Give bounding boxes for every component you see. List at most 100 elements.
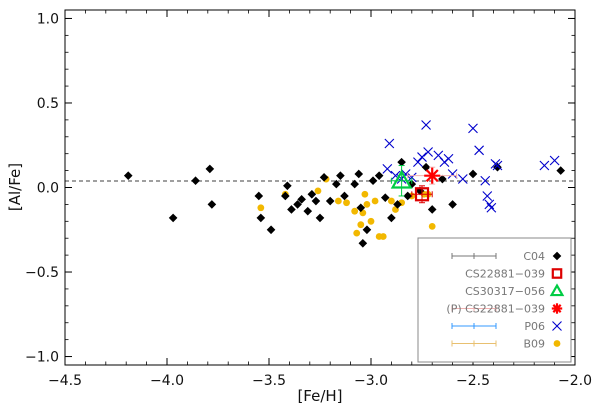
point-b09: [334, 197, 342, 205]
x-tick-label: −3.0: [354, 373, 388, 389]
y-tick-label: 1.0: [37, 11, 59, 27]
point-c04: [287, 205, 296, 214]
point-b09: [388, 197, 395, 205]
point-b09: [363, 201, 371, 208]
point-c04: [315, 213, 325, 223]
legend-marker: [552, 321, 562, 331]
point-c04: [207, 200, 217, 209]
point-c04: [254, 191, 264, 201]
legend-row: B09: [451, 338, 561, 351]
point-b09: [351, 207, 359, 215]
point-p06: [480, 175, 491, 186]
point-c04: [556, 166, 566, 175]
point-c04: [350, 179, 359, 189]
point-p06: [539, 160, 550, 171]
point-c04: [325, 196, 335, 206]
legend-marker: [552, 251, 562, 261]
point-c04: [354, 169, 364, 179]
x-axis-ticks: −4.5 −4.0 −3.5 −3.0 −2.5 −2.0: [48, 10, 592, 389]
point-c04: [332, 179, 341, 189]
point-p06: [382, 164, 393, 174]
point-c04: [368, 176, 378, 186]
point-b09: [343, 199, 350, 207]
legend-marker: [549, 283, 565, 297]
point-p06: [423, 147, 434, 157]
legend-row: C04: [451, 250, 562, 263]
point-cs30317-056: [390, 169, 413, 189]
point-c04: [374, 171, 384, 180]
point-b09: [353, 229, 361, 237]
legend-errorbar: [451, 340, 497, 347]
point-c04: [266, 225, 276, 235]
legend-errorbar: [451, 305, 497, 312]
point-c04: [358, 238, 368, 248]
point-c04: [403, 191, 413, 201]
point-p06: [484, 199, 495, 210]
point-c04: [336, 171, 345, 180]
legend-row: CS22881−039: [465, 268, 563, 281]
point-b09: [314, 187, 322, 195]
point-p06: [413, 157, 423, 168]
point-c04: [387, 213, 396, 223]
point-c04: [427, 205, 437, 214]
x-tick-label: −3.5: [252, 373, 286, 389]
point-c04: [307, 189, 317, 199]
y-tick-label: 0.0: [37, 181, 59, 197]
point-c04: [303, 206, 313, 216]
legend-label: CS30317−056: [465, 285, 545, 298]
point-b09: [428, 222, 436, 230]
y-tick-label: 0.5: [37, 96, 59, 112]
legend-errorbar: [451, 323, 497, 329]
point-c04: [319, 173, 329, 182]
point-p06: [486, 202, 497, 213]
legend-row: CS30317−056: [465, 283, 565, 298]
legend-row: (P) CS22881−039: [446, 303, 563, 316]
point-c04: [205, 164, 215, 174]
point-c04: [168, 213, 178, 223]
point-c04: [191, 176, 200, 186]
point-b09: [361, 190, 369, 198]
point-p06: [421, 120, 431, 130]
legend-marker: [553, 340, 561, 347]
point-c04: [256, 213, 266, 223]
x-tick-label: −4.5: [48, 373, 82, 389]
legend-box: [417, 237, 572, 363]
x-tick-label: −4.0: [150, 373, 184, 389]
y-tick-label: −1.0: [25, 350, 59, 366]
point-b09: [371, 197, 379, 205]
point-c04: [340, 191, 349, 201]
x-axis-label: [Fe/H]: [297, 387, 342, 405]
point-c04: [356, 203, 366, 213]
legend-label: P06: [524, 320, 545, 333]
point-c04: [362, 225, 372, 235]
point-c04: [397, 157, 406, 167]
point-c04: [293, 200, 302, 209]
point-p06: [457, 174, 468, 184]
data-points: [123, 120, 566, 248]
point-p-cs22881-039: [424, 167, 441, 184]
point-p06: [443, 153, 454, 164]
y-axis-ticks: −1.0 −0.5 0.0 0.5 1.0: [25, 11, 575, 366]
point-p06: [474, 145, 485, 156]
point-c04: [123, 171, 133, 180]
y-axis-label: [Al/Fe]: [6, 163, 24, 211]
point-p06: [482, 191, 493, 201]
point-c04: [283, 181, 292, 191]
point-b09: [379, 233, 387, 240]
point-b09: [357, 221, 365, 229]
point-p06: [417, 152, 427, 162]
legend: C04 CS22881−039 CS30317−056 (P) CS22881−039…: [417, 237, 572, 363]
x-tick-label: −2.0: [558, 373, 592, 389]
point-b09: [257, 204, 265, 212]
legend-marker: [551, 303, 563, 314]
point-p06: [384, 138, 395, 149]
point-c04: [493, 162, 502, 172]
point-c04: [281, 191, 290, 201]
legend-label: (P) CS22881−039: [446, 303, 545, 316]
point-c04: [393, 200, 402, 209]
y-tick-label: −0.5: [25, 265, 59, 281]
x-tick-label: −2.5: [456, 373, 490, 389]
legend-marker: [551, 268, 563, 279]
legend-label: CS22881−039: [465, 268, 545, 281]
